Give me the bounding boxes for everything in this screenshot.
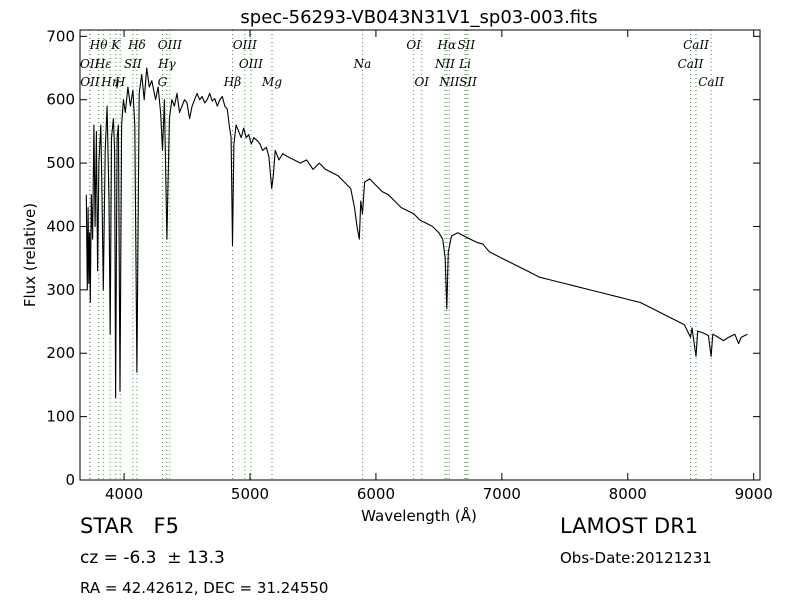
observation-date: Obs-Date:20121231 — [560, 549, 712, 567]
spectrum-line-0 — [85, 67, 748, 399]
y-tick-label: 700 — [46, 27, 75, 45]
plot-frame — [79, 29, 761, 481]
marker-label: OIII — [239, 57, 263, 71]
marker-label: CaII — [698, 75, 724, 89]
marker-label: SII — [124, 57, 142, 71]
marker-label: Hα — [437, 38, 457, 52]
marker-label: Hδ — [127, 38, 146, 52]
marker-label: CaII — [678, 57, 704, 71]
redshift-info: cz = -6.3 ± 13.3 — [80, 548, 225, 568]
marker-label: Li — [458, 57, 471, 71]
y-tick-label: 400 — [46, 217, 75, 235]
marker-label: K — [110, 38, 121, 52]
x-tick-label: 7000 — [483, 485, 521, 503]
marker-label: Mg — [261, 75, 282, 89]
marker-label: OI — [414, 75, 429, 89]
marker-label: SII — [459, 75, 477, 89]
x-tick-label: 5000 — [231, 485, 269, 503]
marker-label: CaII — [683, 38, 709, 52]
marker-label: Hβ — [223, 75, 241, 89]
marker-label: OIII — [233, 38, 257, 52]
y-tick-label: 200 — [46, 344, 75, 362]
marker-label: OII — [80, 75, 100, 89]
chart-title: spec-56293-VB043N31V1_sp03-003.fits — [240, 7, 597, 28]
marker-label: Na — [353, 57, 372, 71]
survey-name: LAMOST DR1 — [560, 514, 699, 538]
object-class: STAR F5 — [80, 514, 179, 538]
marker-label: Hγ — [157, 57, 176, 71]
marker-label: Hη — [100, 75, 119, 89]
marker-label: OIII — [158, 38, 182, 52]
x-tick-label: 6000 — [357, 485, 395, 503]
x-axis-label: Wavelength (Å) — [361, 506, 477, 525]
coordinates: RA = 42.42612, DEC = 31.24550 — [80, 579, 329, 597]
x-tick-label: 9000 — [735, 485, 773, 503]
marker-label: SII — [457, 38, 475, 52]
y-tick-label: 100 — [46, 408, 75, 426]
y-tick-label: 500 — [46, 154, 75, 172]
x-tick-label: 8000 — [609, 485, 647, 503]
marker-label: Hε — [94, 57, 112, 71]
marker-label: H — [114, 75, 126, 89]
y-tick-label: 0 — [65, 471, 75, 489]
axes: 4000 5000 6000 7000 8000 9000 0 100 200 300 400 500… — [46, 27, 772, 503]
y-axis-label: Flux (relative) — [21, 203, 39, 307]
marker-label: OI — [406, 38, 421, 52]
marker-label: G — [158, 75, 168, 89]
spectrum-series — [85, 67, 748, 399]
marker-label: Hθ — [89, 38, 108, 52]
marker-label: OII — [80, 57, 100, 71]
y-tick-label: 600 — [46, 91, 75, 109]
x-tick-label: 4000 — [105, 485, 143, 503]
y-tick-label: 300 — [46, 281, 75, 299]
marker-label: NII — [438, 75, 459, 89]
marker-label: NII — [434, 57, 455, 71]
